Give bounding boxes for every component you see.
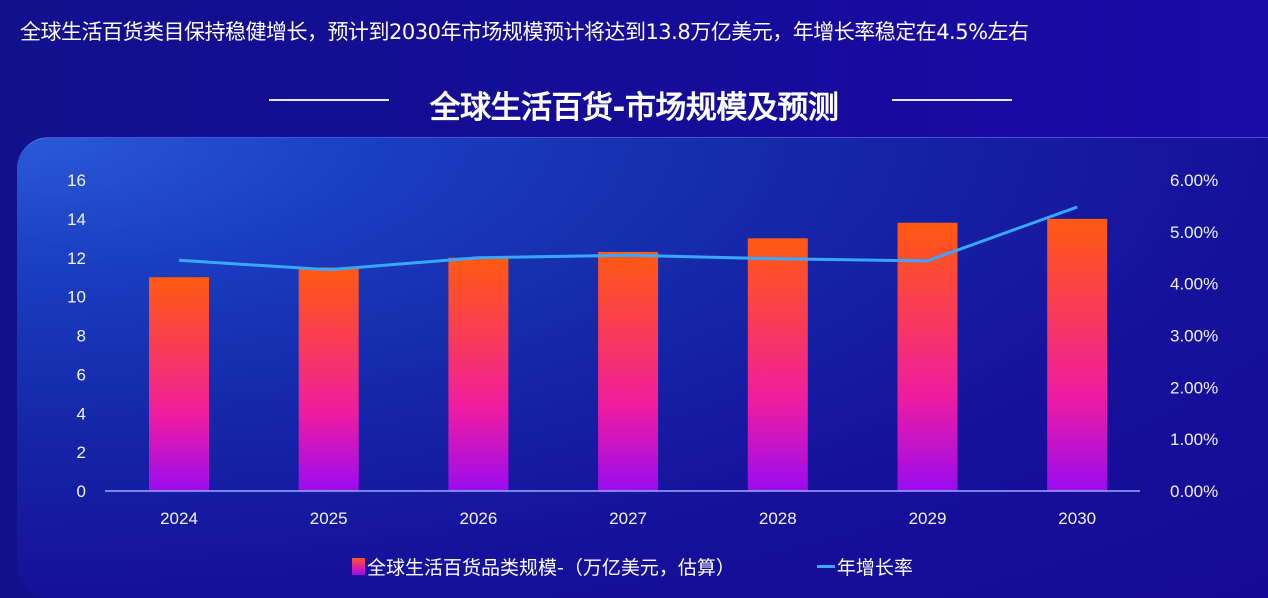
combo-chart: 0 2 4 6 8 10 12 14 16 0.00% 1.00% 2.00% 3.00% 4.00% 5… — [67, 171, 1218, 528]
left-axis: 0 2 4 6 8 10 12 14 16 — [67, 171, 86, 501]
right-axis: 0.00% 1.00% 2.00% 3.00% 4.00% 5.00% 6.00% — [1170, 171, 1218, 501]
legend-bar-swatch — [352, 557, 365, 575]
bar-2029 — [897, 222, 958, 491]
chart-title-row: 全球生活百货-市场规模及预测 — [0, 80, 1268, 126]
x-tick-label: 2028 — [759, 509, 797, 528]
bar-2025 — [298, 267, 359, 491]
title-divider-left — [269, 99, 389, 101]
legend-line-swatch — [816, 564, 835, 568]
right-tick-label: 4.00% — [1170, 275, 1218, 294]
right-tick-label: 0.00% — [1170, 482, 1218, 501]
x-tick-label: 2025 — [310, 509, 348, 528]
legend-line-label: 年增长率 — [836, 556, 913, 579]
growth-rate-line — [178, 205, 1078, 272]
x-tick-label: 2027 — [609, 509, 647, 528]
left-tick-label: 8 — [77, 327, 86, 346]
bar-2026 — [448, 257, 509, 491]
left-tick-label: 10 — [67, 288, 86, 307]
left-tick-label: 16 — [67, 171, 86, 190]
right-tick-label: 1.00% — [1170, 430, 1218, 449]
x-tick-label: 2026 — [459, 509, 497, 528]
left-tick-label: 14 — [67, 210, 86, 229]
x-tick-label: 2030 — [1058, 509, 1096, 528]
chart-title: 全球生活百货-市场规模及预测 — [429, 90, 839, 126]
bar-2028 — [747, 238, 808, 491]
left-tick-label: 6 — [77, 365, 86, 384]
headline: 全球生活百货类目保持稳健增长，预计到2030年市场规模预计将达到13.8万亿美元… — [20, 20, 1029, 44]
bar-series — [149, 218, 1108, 491]
right-tick-label: 5.00% — [1170, 223, 1218, 242]
right-tick-label: 3.00% — [1170, 327, 1218, 346]
legend-bar-label: 全球生活百货品类规模-（万亿美元，估算） — [367, 556, 735, 579]
x-tick-label: 2029 — [909, 509, 947, 528]
bar-2030 — [1047, 218, 1108, 491]
title-divider-right — [892, 99, 1012, 101]
left-tick-label: 4 — [77, 404, 86, 423]
left-tick-label: 2 — [77, 443, 86, 462]
bar-2027 — [598, 251, 659, 491]
bar-2024 — [149, 277, 209, 491]
right-tick-label: 2.00% — [1170, 378, 1218, 397]
left-tick-label: 12 — [67, 249, 86, 268]
left-tick-label: 0 — [77, 482, 86, 501]
legend: 全球生活百货品类规模-（万亿美元，估算） 年增长率 — [352, 553, 913, 579]
x-tick-label: 2024 — [160, 509, 198, 528]
right-tick-label: 6.00% — [1170, 171, 1218, 190]
x-axis: 2024 2025 2026 2027 2028 2029 2030 — [160, 509, 1096, 528]
